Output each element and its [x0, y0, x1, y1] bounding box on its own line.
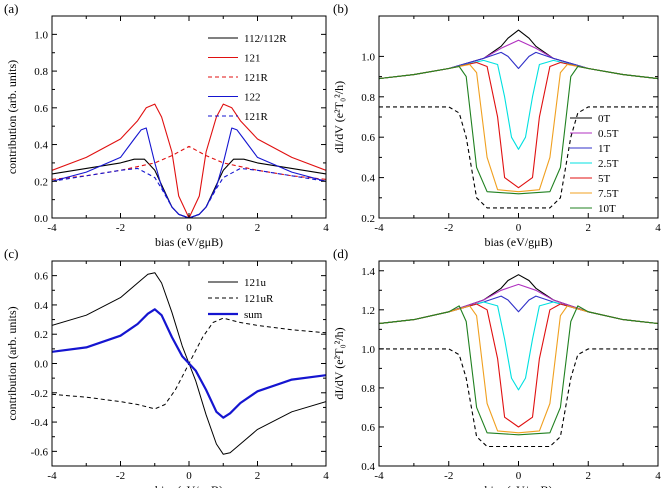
y-tick-label: -0.2 — [31, 388, 48, 400]
legend-label: 0.5T — [598, 128, 619, 140]
legend-label: 10T — [598, 203, 616, 215]
y-tick-label: 0.8 — [361, 383, 375, 395]
series-line-0T-0 — [379, 29, 658, 80]
panel-label: (a) — [4, 1, 18, 16]
series-line-112112R-0 — [52, 158, 326, 218]
series-line-sum-2 — [52, 308, 326, 419]
series-line-1T-2 — [379, 51, 658, 80]
legend-label: sum — [244, 309, 263, 321]
y-tick-label: -0.6 — [31, 446, 49, 458]
y-axis-label: contribution (arb. units) — [5, 60, 19, 174]
x-tick-label: -4 — [47, 470, 57, 482]
legend-label: 121uR — [244, 293, 274, 305]
legend-label: 121u — [244, 277, 267, 289]
legend-label: 2.5T — [598, 158, 619, 170]
legend-label: 112/112R — [244, 33, 287, 45]
series-line-1T-2 — [379, 295, 658, 325]
legend-label: 1T — [598, 143, 611, 155]
x-tick-label: 0 — [186, 470, 192, 482]
series-group — [379, 29, 658, 209]
x-tick-label: 4 — [655, 470, 661, 482]
y-tick-label: 1.2 — [361, 305, 375, 317]
x-tick-label: 0 — [186, 222, 192, 234]
legend-label: 122 — [244, 92, 261, 104]
y-tick-label: 0.2 — [361, 213, 375, 225]
panel-b: -4 -2 0 2 4 0.2 0.4 0.6 0.8 1.0 bias (eV/gμB) dI/dV… — [332, 1, 661, 249]
x-tick-label: 0 — [516, 222, 522, 234]
x-tick-label: -4 — [374, 222, 384, 234]
y-tick-label: -0.4 — [31, 417, 49, 429]
plot-frame — [51, 15, 327, 219]
x-tick-label: -2 — [444, 222, 453, 234]
x-tick-label: -4 — [374, 470, 384, 482]
series-line-75T-5 — [379, 305, 658, 434]
y-axis-label: dI/dV (e²T₀²/h) — [332, 81, 346, 153]
y-axis-label: contribution (arb. units) — [5, 306, 19, 420]
panel-d: -4 -2 0 2 4 0.4 0.6 0.8 1.0 1.2 1.4 bias (eV/gμB) dI… — [332, 246, 661, 488]
series-line-10T-6 — [379, 65, 658, 195]
panel-label: (b) — [333, 1, 348, 16]
y-tick-label: 0.6 — [34, 271, 48, 283]
y-tick-label: 0.4 — [361, 173, 375, 185]
x-axis-label: bias (eV/gμB) — [155, 483, 223, 488]
x-tick-label: 4 — [655, 222, 661, 234]
y-tick-label: 0.8 — [34, 66, 48, 78]
x-tick-label: 2 — [255, 470, 261, 482]
x-tick-label: 4 — [323, 470, 329, 482]
x-tick-label: 2 — [586, 470, 592, 482]
y-tick-label: 1.4 — [361, 266, 375, 278]
series-line-5T-4 — [379, 303, 658, 428]
series-line-10T-6 — [379, 305, 658, 436]
x-tick-label: -2 — [116, 222, 125, 234]
series-line-unlabeled-7 — [379, 106, 658, 209]
y-tick-label: 0.8 — [361, 92, 375, 104]
series-group — [52, 272, 326, 455]
series-line-unlabeled-7 — [379, 348, 658, 448]
legend-label: 121R — [244, 111, 269, 123]
y-tick-label: 1.0 — [361, 344, 375, 356]
series-group — [52, 103, 326, 218]
series-line-121-1 — [52, 103, 326, 218]
series-line-122-3 — [52, 127, 326, 218]
x-tick-label: 0 — [516, 470, 522, 482]
y-tick-label: 0.4 — [34, 300, 48, 312]
x-axis-label: bias (eV/gμB) — [484, 235, 552, 249]
x-tick-label: 4 — [323, 222, 329, 234]
legend-label: 0T — [598, 113, 611, 125]
legend-label: 121 — [244, 53, 261, 65]
y-tick-label: 0.0 — [34, 213, 48, 225]
x-tick-label: -4 — [47, 222, 57, 234]
y-axis-label: dI/dV (e²T₀²/h) — [332, 327, 346, 399]
y-tick-label: 0.0 — [34, 359, 48, 371]
series-line-121R-4 — [52, 167, 326, 218]
legend-label: 121R — [244, 72, 269, 84]
y-tick-label: 0.6 — [34, 103, 48, 115]
y-tick-label: 0.2 — [34, 176, 48, 188]
series-line-25T-3 — [379, 301, 658, 391]
x-tick-label: -2 — [444, 470, 453, 482]
y-tick-label: 0.6 — [361, 422, 375, 434]
panel-label: (d) — [333, 246, 348, 261]
legend-label: 5T — [598, 173, 611, 185]
series-line-0T-0 — [379, 274, 658, 325]
y-tick-label: 0.6 — [361, 132, 375, 144]
y-tick-label: 0.4 — [34, 140, 48, 152]
y-tick-label: 0.4 — [361, 461, 375, 473]
x-axis-label: bias (eV/gμB) — [155, 235, 223, 249]
legend-label: 7.5T — [598, 188, 619, 200]
y-tick-label: 0.2 — [34, 329, 48, 341]
x-tick-label: 2 — [255, 222, 261, 234]
y-tick-label: 1.0 — [361, 51, 375, 63]
series-group — [379, 274, 658, 448]
x-tick-label: 2 — [586, 222, 592, 234]
panel-c: -4 -2 0 2 4 -0.6 -0.4 -0.2 0.0 0.2 0.4 0.6 bias (eV/… — [4, 246, 329, 488]
panel-a: -4 -2 0 2 4 0.0 0.2 0.4 0.6 0.8 1.0 bias (eV/gμB) co… — [4, 1, 329, 249]
x-tick-label: -2 — [116, 470, 125, 482]
y-tick-label: 1.0 — [34, 29, 48, 41]
x-axis-label: bias (eV/gμB) — [484, 483, 552, 488]
panel-label: (c) — [4, 246, 18, 261]
